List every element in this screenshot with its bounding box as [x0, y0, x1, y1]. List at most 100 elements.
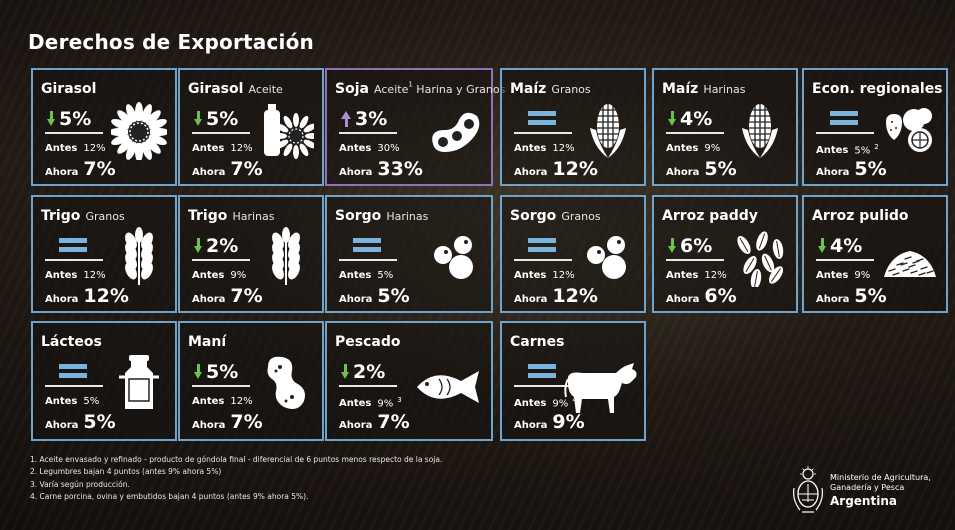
antes-label: Antes — [45, 270, 78, 281]
antes-value: 12% — [704, 270, 727, 281]
card-title: Arroz paddy — [662, 205, 758, 224]
antes-value: 9% — [704, 143, 721, 154]
ahora-label: Ahora — [666, 167, 700, 178]
product-subtype: Aceite — [248, 83, 283, 96]
ahora-label: Ahora — [192, 420, 226, 431]
equal-icon — [528, 363, 556, 379]
antes-label: Antes — [192, 270, 225, 281]
peanut-icon — [258, 353, 314, 413]
previous-rate: Antes 30% — [339, 143, 400, 154]
previous-rate: Antes 12% — [192, 143, 253, 154]
divider — [339, 132, 397, 134]
rate-change: 4% — [668, 108, 712, 130]
change-value: 5% — [206, 108, 239, 130]
divider — [666, 132, 724, 134]
current-rate: Ahora 33% — [339, 158, 423, 180]
ahora-label: Ahora — [45, 420, 79, 431]
card-title: Arroz pulido — [812, 205, 909, 224]
ahora-label: Ahora — [816, 294, 850, 305]
change-value: 4% — [680, 108, 713, 130]
previous-rate: Antes 12% — [514, 143, 575, 154]
card-title: Lácteos — [41, 331, 102, 350]
ahora-label: Ahora — [192, 167, 226, 178]
divider — [666, 259, 724, 261]
antes-label: Antes — [816, 145, 849, 157]
divider — [192, 385, 250, 387]
divider — [816, 259, 874, 261]
footnote: 3. Varía según producción. — [30, 479, 130, 489]
previous-rate: Antes 5% — [45, 396, 99, 407]
argentina-coat-of-arms-icon — [790, 466, 826, 516]
product-name: Trigo — [41, 208, 81, 224]
ahora-value: 7% — [83, 158, 116, 180]
equal-icon — [353, 237, 381, 253]
antes-label: Antes — [339, 398, 372, 410]
antes-value: 12% — [83, 270, 106, 281]
corn-icon — [732, 100, 788, 160]
equal-icon — [59, 237, 87, 253]
fruits-icon — [882, 100, 938, 160]
ahora-value: 12% — [83, 285, 129, 307]
card-title: Sorgo Harinas — [335, 205, 428, 224]
ahora-value: 5% — [377, 285, 410, 307]
card-title: Trigo Granos — [41, 205, 125, 224]
rate-change: 5% — [47, 108, 91, 130]
antes-label: Antes — [192, 396, 225, 407]
rice-paddy-icon — [732, 227, 788, 289]
current-rate: Ahora 5% — [666, 158, 737, 180]
antes-value: 30% — [377, 143, 400, 154]
current-rate: Ahora 5% — [816, 285, 887, 307]
current-rate: Ahora 12% — [514, 285, 598, 307]
change-value: 5% — [206, 361, 239, 383]
ahora-label: Ahora — [45, 167, 79, 178]
current-rate: Ahora 12% — [45, 285, 129, 307]
previous-rate: Antes 9% — [816, 270, 870, 281]
product-subtype: Harinas — [703, 83, 746, 96]
previous-rate: Antes 12% — [45, 143, 106, 154]
antes-label: Antes — [339, 270, 372, 281]
current-rate: Ahora 5% — [45, 411, 116, 433]
previous-rate: Antes 9% — [192, 270, 246, 281]
product-name: Girasol — [188, 81, 244, 97]
arrow-down-icon — [194, 364, 202, 380]
arrow-down-icon — [668, 111, 676, 127]
ahora-label: Ahora — [666, 294, 700, 305]
product-subtype: Granos — [561, 210, 601, 223]
ahora-label: Ahora — [339, 294, 373, 305]
previous-rate: Antes 9% 3 — [339, 396, 402, 409]
current-rate: Ahora 7% — [45, 158, 116, 180]
rate-change: 5% — [194, 361, 238, 383]
ministry-line1: Ministerio de Agricultura, — [830, 473, 931, 482]
ahora-label: Ahora — [514, 294, 548, 305]
product-subtype: Harinas — [232, 210, 275, 223]
card-arroz-pulido: Arroz pulido 4% Antes 9% Ahora 5% — [802, 195, 948, 313]
ahora-value: 5% — [83, 411, 116, 433]
card-maní: Maní 5% Antes 12% Ahora 7% — [178, 321, 324, 441]
current-rate: Ahora 6% — [666, 285, 737, 307]
fish-icon — [409, 357, 485, 417]
product-name: Pescado — [335, 334, 401, 350]
divider — [45, 259, 103, 261]
antes-label: Antes — [514, 398, 547, 410]
ahora-value: 7% — [230, 158, 263, 180]
antes-label: Antes — [514, 270, 547, 281]
ministry-line2: Ganadería y Pesca — [830, 483, 905, 492]
card-sorgo-harinas: Sorgo Harinas Antes 5% Ahora 5% — [325, 195, 493, 313]
card-pescado: Pescado 2% Antes 9% 3 Ahora 7% — [325, 321, 493, 441]
previous-rate: Antes 12% — [666, 270, 727, 281]
ahora-value: 5% — [854, 285, 887, 307]
product-name: Arroz pulido — [812, 208, 909, 224]
footnote: 2. Legumbres bajan 4 puntos (antes 9% ah… — [30, 467, 222, 477]
antes-value: 9% — [552, 398, 569, 410]
antes-label: Antes — [45, 396, 78, 407]
antes-value: 9% — [377, 398, 394, 410]
card-trigo-granos: Trigo Granos Antes 12% Ahora 12% — [31, 195, 177, 313]
previous-rate: Antes 9% — [666, 143, 720, 154]
divider — [45, 385, 103, 387]
card-title: Soja Aceite1 Harina y Granos — [335, 78, 505, 97]
product-name: Carnes — [510, 334, 565, 350]
divider — [514, 385, 572, 387]
ahora-value: 5% — [854, 158, 887, 180]
ahora-value: 33% — [377, 158, 423, 180]
